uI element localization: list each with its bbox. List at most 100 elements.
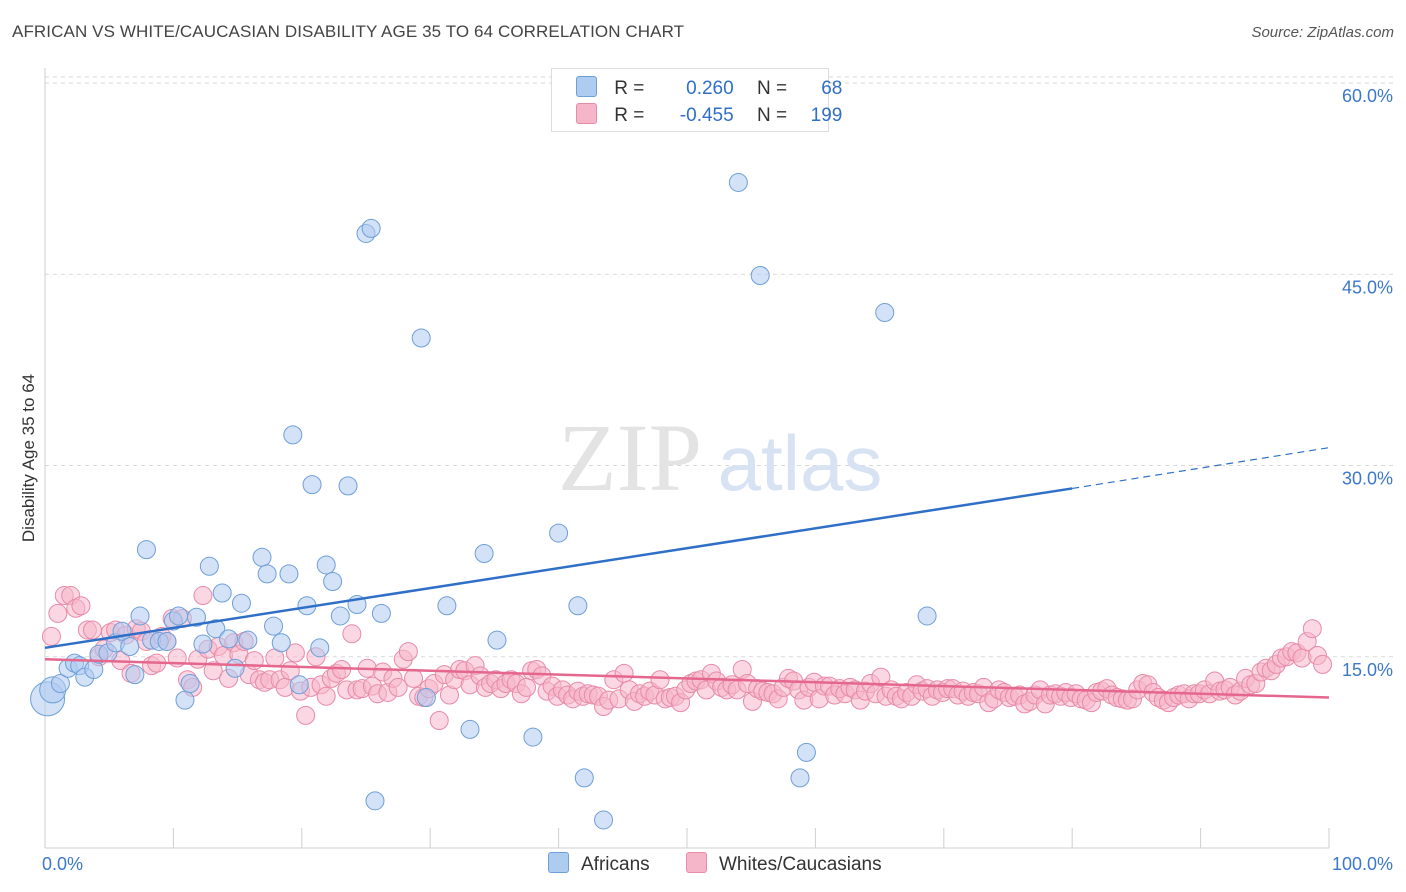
- gridlines: [45, 76, 1395, 658]
- y-tick-label: 45.0%: [1342, 277, 1393, 297]
- data-point-whites: [398, 642, 418, 662]
- africans-legend-label: Africans: [581, 854, 650, 875]
- data-point-whites: [517, 677, 536, 697]
- data-point-africans: [264, 616, 284, 636]
- data-point-africans: [361, 218, 381, 238]
- r-label: R =: [614, 105, 645, 126]
- data-point-africans: [728, 172, 748, 192]
- data-point-africans: [231, 593, 251, 613]
- data-point-africans: [416, 688, 436, 708]
- data-point-africans: [193, 634, 213, 654]
- data-point-whites: [296, 705, 316, 725]
- data-point-africans: [252, 547, 272, 567]
- whites-trendline: [44, 658, 1330, 699]
- data-point-africans: [323, 572, 343, 592]
- x-tick-label-min: 0.0%: [42, 854, 83, 874]
- data-point-africans: [289, 675, 309, 695]
- data-point-africans: [330, 606, 350, 626]
- legend-item-whites: Whites/Caucasians: [686, 852, 882, 876]
- legend-item-africans: Africans: [548, 852, 650, 876]
- data-point-africans: [411, 328, 431, 348]
- data-point-africans: [574, 768, 594, 788]
- data-point-africans: [206, 619, 226, 639]
- africans-legend-swatch: [548, 852, 569, 873]
- watermark-atlas: atlas: [718, 419, 883, 507]
- data-point-africans: [568, 596, 588, 616]
- data-point-whites: [1313, 654, 1333, 674]
- data-point-africans: [302, 475, 322, 495]
- data-point-whites: [404, 668, 424, 688]
- data-point-africans: [790, 768, 810, 788]
- data-point-africans: [283, 425, 303, 445]
- whites-n-value: 199: [810, 105, 843, 126]
- data-point-africans: [199, 556, 219, 576]
- data-point-whites: [342, 624, 362, 644]
- data-point-africans: [175, 690, 195, 710]
- data-point-africans: [310, 638, 330, 658]
- data-point-whites: [71, 596, 91, 616]
- legend-row-whites: R = -0.455 N = 199: [576, 103, 842, 127]
- data-point-africans: [125, 665, 145, 685]
- data-point-africans: [219, 629, 239, 649]
- data-point-africans: [120, 637, 140, 657]
- data-point-africans: [187, 607, 207, 627]
- africans-points: [30, 172, 937, 830]
- data-point-africans: [130, 606, 150, 626]
- data-point-africans: [796, 742, 816, 762]
- y-tick-label: 30.0%: [1342, 469, 1393, 489]
- africans-r-value: 0.260: [686, 78, 734, 99]
- data-point-africans: [316, 555, 336, 575]
- africans-swatch: [576, 76, 597, 97]
- whites-legend-label: Whites/Caucasians: [719, 854, 882, 875]
- data-point-whites: [1302, 619, 1322, 639]
- data-point-whites: [83, 620, 103, 640]
- source-label: Source: ZipAtlas.com: [1251, 24, 1394, 41]
- data-point-africans: [212, 583, 232, 603]
- data-point-africans: [157, 631, 177, 651]
- data-point-africans: [474, 543, 494, 563]
- data-point-africans: [180, 674, 200, 694]
- data-point-whites: [203, 661, 223, 681]
- africans-trendline-extension: [1072, 447, 1330, 490]
- data-point-africans: [50, 674, 70, 694]
- data-point-africans: [523, 727, 543, 747]
- africans-trendline: [44, 487, 1073, 650]
- x-tick-label-max: 100.0%: [1332, 854, 1393, 874]
- data-point-africans: [169, 606, 189, 626]
- data-point-africans: [460, 719, 480, 739]
- series-legend: Africans Whites/Caucasians: [0, 852, 1406, 876]
- data-point-whites: [614, 663, 634, 683]
- data-point-whites: [871, 667, 891, 687]
- data-point-africans: [238, 630, 258, 650]
- data-point-africans: [549, 523, 569, 543]
- data-point-africans: [371, 603, 391, 623]
- n-label: N =: [756, 78, 788, 99]
- axes: [44, 68, 1330, 849]
- r-label: R =: [614, 78, 645, 99]
- africans-n-value: 68: [821, 78, 843, 99]
- data-point-africans: [279, 564, 299, 584]
- data-point-whites: [285, 643, 305, 663]
- y-axis-title: Disability Age 35 to 64: [19, 374, 38, 542]
- data-point-whites: [388, 677, 408, 697]
- data-point-whites: [650, 670, 670, 690]
- data-point-africans: [257, 564, 277, 584]
- watermark: ZIP atlas: [558, 404, 882, 511]
- n-label: N =: [756, 105, 788, 126]
- y-tick-label: 15.0%: [1342, 660, 1393, 680]
- data-point-africans: [594, 810, 614, 830]
- data-point-africans: [225, 658, 245, 678]
- correlation-legend: R = 0.260 N = 68 R = -0.455 N = 199: [551, 68, 842, 132]
- data-point-africans: [365, 791, 385, 811]
- whites-swatch: [576, 103, 597, 124]
- data-point-whites: [316, 686, 336, 706]
- legend-row-africans: R = 0.260 N = 68: [576, 76, 842, 100]
- tick-labels: 15.0% 30.0% 45.0% 60.0% 0.0% 100.0%: [42, 86, 1393, 874]
- data-point-africans: [136, 540, 156, 560]
- whites-legend-swatch: [686, 852, 707, 873]
- whites-r-value: -0.455: [679, 105, 734, 126]
- data-point-whites: [48, 603, 68, 623]
- y-tick-label: 60.0%: [1342, 86, 1393, 106]
- watermark-zip: ZIP: [558, 404, 702, 511]
